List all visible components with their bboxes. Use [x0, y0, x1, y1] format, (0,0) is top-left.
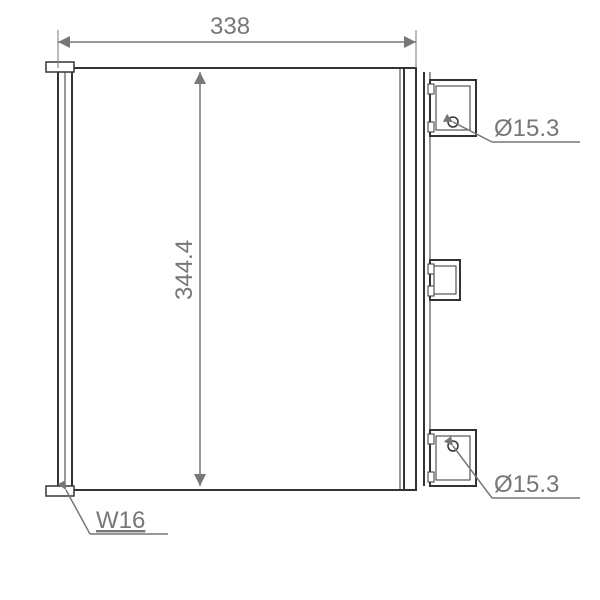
bracket-middle: [428, 260, 460, 300]
engineering-drawing: 338 344.4 Ø15.3 Ø15.3 W16: [0, 0, 600, 600]
dim-wall: W16: [66, 490, 168, 534]
dim-width: 338: [58, 13, 416, 68]
dim-width-label: 338: [210, 13, 250, 40]
bracket-bottom: [428, 430, 476, 486]
dim-height-label: 344.4: [171, 240, 198, 300]
dim-height: 344.4: [72, 72, 210, 486]
dim-dia-bottom-label: Ø15.3: [494, 471, 559, 498]
dim-dia-top-label: Ø15.3: [494, 115, 559, 142]
component-body: [46, 62, 416, 496]
bracket-top: [428, 80, 476, 136]
dim-wall-label: W16: [96, 507, 145, 534]
